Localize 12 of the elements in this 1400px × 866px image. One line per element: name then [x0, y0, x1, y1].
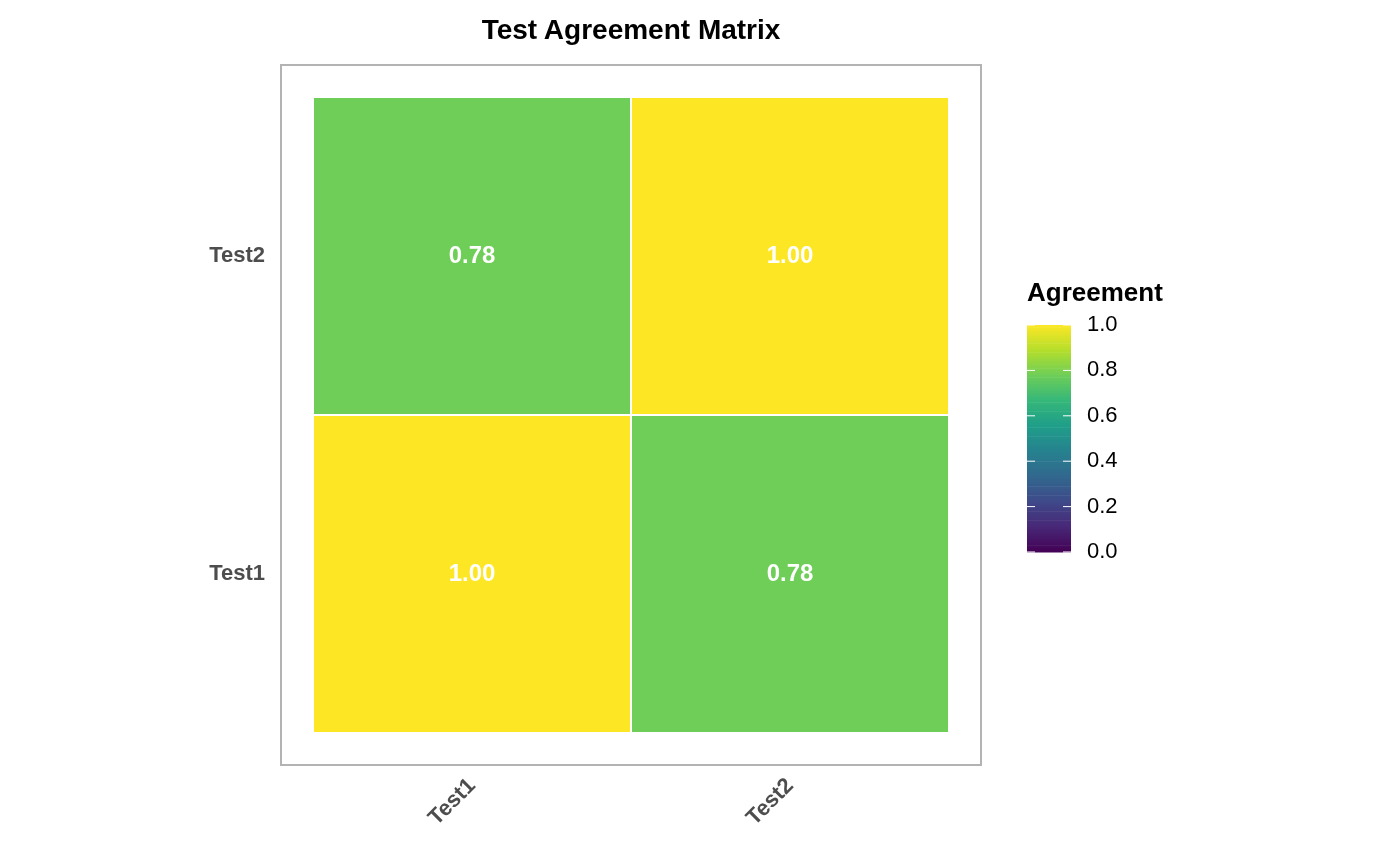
chart-title: Test Agreement Matrix — [481, 13, 781, 45]
color-bar-label: 0.0 — [1087, 538, 1118, 564]
data-label: 1.00 — [448, 558, 496, 586]
legend-title: Agreement — [1027, 277, 1164, 308]
color-bar-label: 0.8 — [1087, 356, 1118, 382]
color-bar-label: 1.0 — [1087, 311, 1118, 337]
color-bar-label: 0.6 — [1087, 401, 1118, 427]
color-bar-label: 0.2 — [1087, 492, 1118, 518]
data-label: 0.78 — [766, 558, 814, 586]
data-label: 1.00 — [766, 240, 814, 268]
color-bar-label: 0.4 — [1087, 447, 1118, 473]
data-label: 0.78 — [448, 240, 496, 268]
